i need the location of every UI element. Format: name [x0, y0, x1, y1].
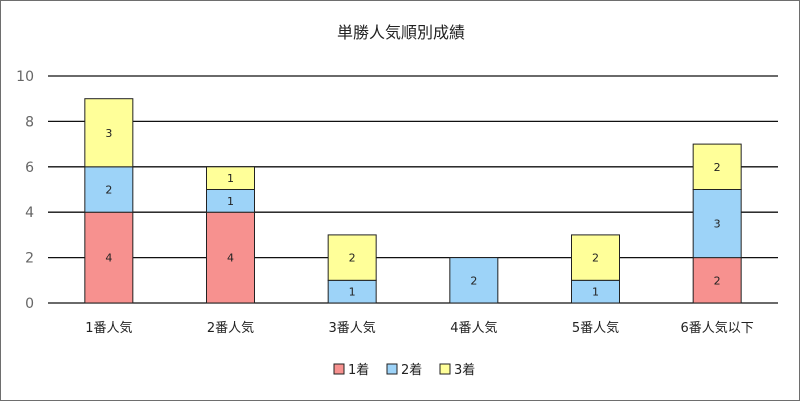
- chart-title: 単勝人気順別成績: [337, 23, 465, 42]
- bar-segment: [571, 234, 620, 281]
- gridlines: [48, 75, 778, 304]
- y-tick-label: 0: [25, 296, 34, 312]
- bar-segment: [84, 98, 134, 168]
- data-label: 1: [227, 172, 234, 185]
- y-tick-label: 4: [25, 205, 34, 221]
- legend-label: 2着: [401, 362, 422, 378]
- data-label: 1: [349, 286, 356, 299]
- data-label: 1: [227, 195, 234, 208]
- legend-label: 3着: [454, 362, 475, 378]
- data-label: 3: [105, 127, 112, 140]
- bar-segment: [206, 166, 255, 191]
- y-tick-label: 10: [16, 69, 34, 85]
- data-label: 2: [349, 252, 356, 265]
- bar-segment: [84, 211, 134, 304]
- data-label: 2: [470, 274, 477, 287]
- legend-label: 1着: [348, 362, 369, 378]
- x-tick-label: 1番人気: [85, 320, 132, 336]
- data-label: 3: [714, 218, 721, 231]
- x-axis-ticks: 1番人気 2番人気 3番人気 4番人気 5番人気 6番人気以下: [85, 320, 754, 336]
- bar-segment: [692, 189, 742, 259]
- bar-segment: [449, 257, 499, 304]
- bar-segment: [327, 234, 377, 281]
- x-tick-label: 2番人気: [207, 320, 254, 336]
- x-tick-label: 4番人気: [450, 320, 497, 336]
- bars: 4 2 3 4 1 1 1 2 2 1 2 2 3 2: [84, 98, 742, 304]
- bar-segment: [692, 143, 742, 191]
- y-tick-label: 8: [25, 114, 34, 130]
- legend-swatch: [333, 363, 345, 375]
- data-label: 4: [227, 252, 234, 265]
- x-tick-label: 6番人気以下: [681, 320, 754, 336]
- y-axis-ticks: 0 2 4 6 8 10: [16, 69, 34, 312]
- legend: 1着 2着 3着: [333, 362, 475, 378]
- x-tick-label: 5番人気: [572, 320, 619, 336]
- data-label: 2: [592, 252, 599, 265]
- legend-swatch: [439, 363, 451, 375]
- x-tick-label: 3番人気: [329, 320, 376, 336]
- y-tick-label: 6: [25, 160, 34, 176]
- data-label: 4: [105, 252, 112, 265]
- bar-segment: [84, 166, 134, 213]
- data-label: 1: [592, 286, 599, 299]
- legend-swatch: [386, 363, 398, 375]
- data-label: 2: [714, 161, 721, 174]
- y-tick-label: 2: [25, 251, 34, 267]
- data-label: 2: [105, 184, 112, 197]
- data-label: 2: [714, 274, 721, 287]
